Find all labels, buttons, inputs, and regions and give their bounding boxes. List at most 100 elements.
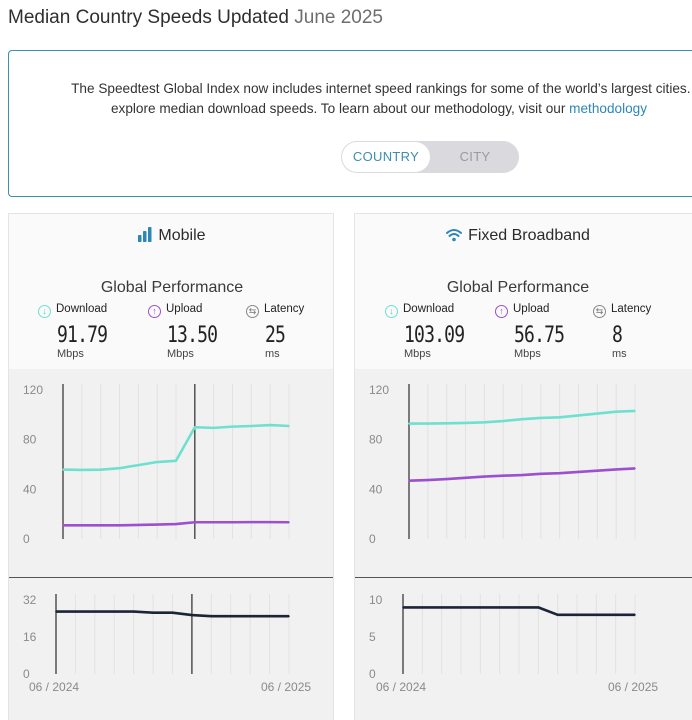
data-point-download <box>288 425 290 427</box>
y-tick-label: 40 <box>369 482 383 496</box>
y-tick-label: 0 <box>369 667 376 681</box>
fixed-latency-unit: ms <box>612 348 627 360</box>
fixed-upload-unit: Mbps <box>514 348 541 360</box>
toggle-country[interactable]: COUNTRY <box>342 142 430 172</box>
latency-swap-icon: ⇆ <box>246 305 259 318</box>
data-point-upload <box>137 524 140 526</box>
data-point-latency <box>152 611 154 614</box>
fixed-latency-chart: 0 5 10 06 / 2024 06 / 2025 <box>355 578 692 720</box>
mobile-download-metric: ↓ Download 91.79 Mbps <box>38 303 138 360</box>
latency-swap-icon: ⇆ <box>593 305 606 318</box>
mobile-latency-metric: ⇆ Latency 25 ms <box>246 303 333 360</box>
mobile-download-label: Download <box>56 303 108 315</box>
data-point-upload <box>175 523 177 525</box>
data-point-upload <box>408 479 410 482</box>
x-tick-label-end: 06 / 2025 <box>608 680 658 694</box>
fixed-speed-chart: 0 40 80 120 <box>355 369 692 579</box>
data-point-upload <box>445 478 448 480</box>
fixed-download-value: 103.09 <box>404 323 465 348</box>
info-box: The Speedtest Global Index now includes … <box>8 50 692 197</box>
chart-divider <box>355 577 692 578</box>
mobile-perf-title: Global Performance <box>100 279 244 296</box>
mobile-speed-svg: 0 40 80 120 <box>23 383 290 546</box>
data-point-upload <box>81 524 83 527</box>
data-point-upload <box>269 521 271 523</box>
y-tick-label: 16 <box>23 630 37 644</box>
data-point-latency <box>94 610 96 613</box>
y-tick-label: 0 <box>369 532 376 546</box>
y-tick-label: 5 <box>369 630 376 644</box>
data-point-latency <box>132 610 135 613</box>
info-line-2: explore median download speeds. To learn… <box>9 99 692 119</box>
fixed-upload-label: Upload <box>513 303 550 315</box>
mobile-upload-unit: Mbps <box>167 348 194 360</box>
data-point-download <box>175 459 177 462</box>
data-point-upload <box>596 469 599 472</box>
x-tick-label-start: 06 / 2024 <box>29 680 79 694</box>
data-point-download <box>445 422 448 425</box>
chart-divider <box>9 577 333 578</box>
fixed-perf-title: Global Performance <box>446 279 590 296</box>
data-point-latency <box>421 606 424 609</box>
data-point-latency <box>288 615 290 617</box>
upload-arrow-icon: ↑ <box>148 305 161 318</box>
data-point-latency <box>614 614 617 616</box>
mobile-upload-value: 13.50 <box>167 323 218 348</box>
fixed-card-title-text: Fixed Broadband <box>468 227 590 244</box>
info-line-1: The Speedtest Global Index now includes … <box>71 81 692 96</box>
wifi-icon <box>446 228 463 247</box>
mobile-latency-chart: 0 16 32 06 / 2024 06 / 2025 <box>9 578 333 720</box>
data-point-download <box>577 414 580 417</box>
y-tick-label: 80 <box>369 433 383 447</box>
toggle-city[interactable]: CITY <box>459 149 491 164</box>
download-arrow-icon: ↓ <box>38 305 51 318</box>
fixed-card-title: Fixed Broadband <box>355 227 681 247</box>
data-point-download <box>464 422 467 424</box>
data-point-upload <box>156 523 158 526</box>
data-point-upload <box>212 521 215 524</box>
data-point-latency <box>113 610 116 613</box>
data-point-download <box>634 410 636 412</box>
data-point-download <box>62 468 64 471</box>
country-city-toggle: COUNTRY CITY <box>341 141 519 173</box>
x-tick-label-end: 06 / 2025 <box>261 680 311 694</box>
mobile-card-title: Mobile <box>9 227 333 247</box>
data-point-latency <box>171 611 174 614</box>
fixed-latency-metric: ⇆ Latency 8 ms <box>593 303 692 360</box>
fixed-broadband-card: Fixed Broadband Global Performance ↓ Down… <box>354 213 692 720</box>
methodology-link[interactable]: methodology <box>569 101 648 116</box>
data-point-latency <box>268 615 271 617</box>
mobile-latency-svg: 0 16 32 06 / 2024 06 / 2025 <box>23 593 311 694</box>
data-point-download <box>540 417 542 419</box>
fixed-latency-label: Latency <box>611 303 652 315</box>
data-point-upload <box>231 521 234 524</box>
data-point-latency <box>595 614 598 616</box>
data-point-upload <box>250 521 253 523</box>
data-point-download <box>502 420 504 422</box>
data-point-download <box>99 468 102 471</box>
data-point-latency <box>576 614 578 616</box>
mobile-card: Mobile Global Performance ↓ Download 91.7… <box>8 213 334 720</box>
data-point-upload <box>99 524 102 527</box>
data-point-download <box>615 410 617 413</box>
data-point-upload <box>521 474 523 476</box>
page-title: Median Country Speeds Updated June 2025 <box>8 7 383 29</box>
data-point-upload <box>502 474 504 477</box>
data-point-latency <box>249 615 251 617</box>
info-text: The Speedtest Global Index now includes … <box>9 79 692 119</box>
fixed-download-label: Download <box>403 303 455 315</box>
mobile-latency-unit: ms <box>265 348 280 360</box>
data-point-download <box>194 426 196 429</box>
mobile-speed-chart: 0 40 80 120 <box>9 369 333 579</box>
data-point-download <box>269 424 271 426</box>
data-point-download <box>81 469 83 471</box>
data-point-download <box>156 461 158 463</box>
mobile-latency-value: 25 <box>265 323 286 348</box>
fixed-latency-svg: 0 5 10 06 / 2024 06 / 2025 <box>369 593 658 694</box>
data-point-latency <box>74 610 77 613</box>
data-point-download <box>483 421 486 424</box>
data-point-latency <box>537 606 540 609</box>
data-point-upload <box>634 467 636 470</box>
data-point-latency <box>402 606 404 609</box>
data-point-upload <box>558 472 561 474</box>
